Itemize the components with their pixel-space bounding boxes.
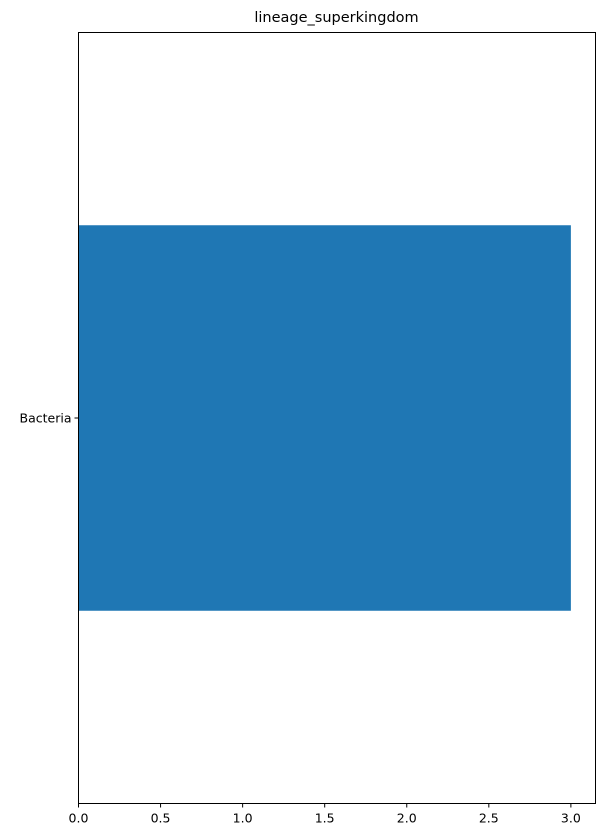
- plot-frame: [78, 32, 596, 804]
- y-tick-label: Bacteria: [20, 411, 72, 426]
- y-axis: Bacteria: [20, 411, 79, 426]
- x-tick-label: 1.0: [233, 811, 253, 826]
- x-tick-label: 2.0: [397, 811, 417, 826]
- x-tick-label: 1.5: [315, 811, 335, 826]
- x-tick-label: 2.5: [479, 811, 499, 826]
- x-tick-label: 3.0: [561, 811, 581, 826]
- chart-title: lineage_superkingdom: [254, 10, 418, 26]
- x-tick-label: 0.5: [151, 811, 171, 826]
- x-axis: 0.0 0.5 1.0 1.5 2.0 2.5 3.0: [69, 803, 581, 826]
- x-tick-label: 0.0: [69, 811, 89, 826]
- bar-bacteria: [78, 225, 571, 611]
- bars-layer: [78, 225, 571, 611]
